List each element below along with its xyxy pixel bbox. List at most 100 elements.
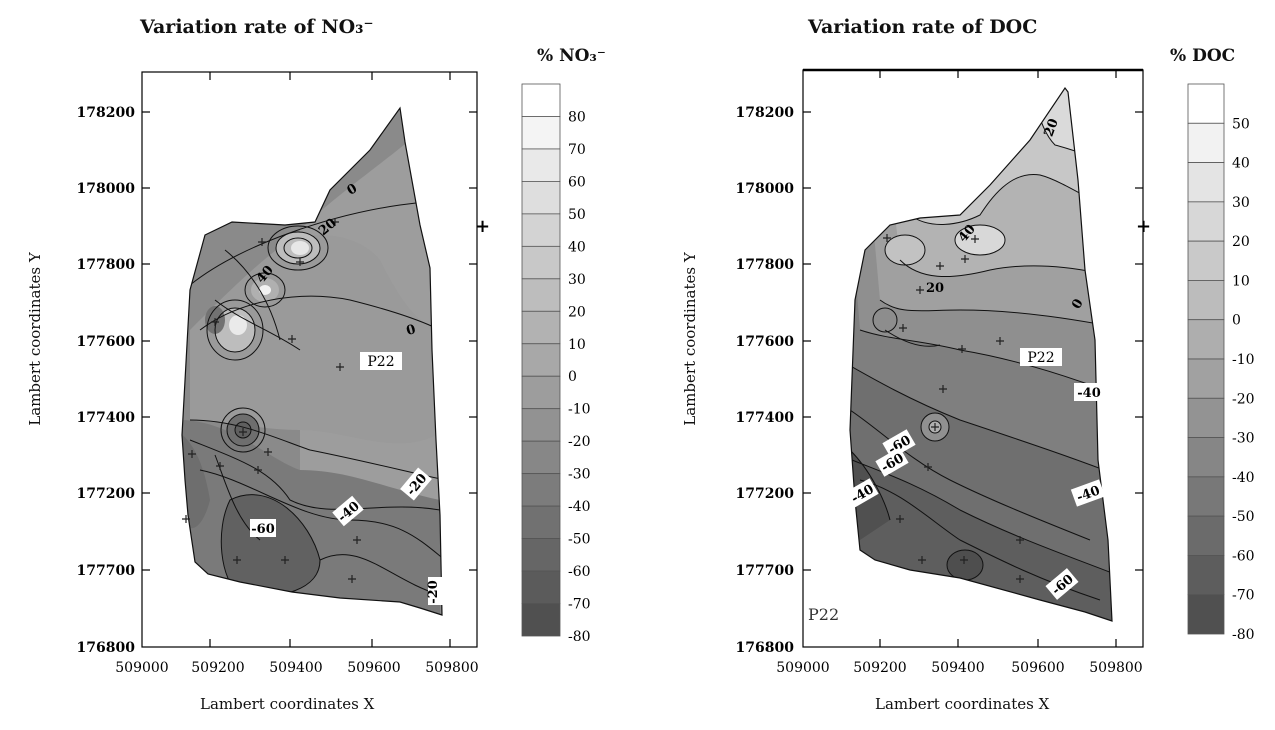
colorbar-swatch xyxy=(521,310,561,345)
x-tick-label: 509000 xyxy=(115,660,168,676)
colorbar-tick-label: -20 xyxy=(1232,391,1255,407)
colorbar-tick-label: 10 xyxy=(568,337,586,353)
colorbar-tick-label: -50 xyxy=(568,532,591,548)
colorbar-swatch xyxy=(521,538,561,572)
colorbar-swatch xyxy=(1187,555,1225,596)
colorbar-tick-label: -60 xyxy=(1232,548,1255,564)
colorbar-tick-label: 10 xyxy=(1232,273,1250,289)
colorbar-swatch xyxy=(521,278,561,312)
colorbar-tick-label: 70 xyxy=(568,142,586,158)
colorbar-tick-label: 20 xyxy=(568,304,586,320)
x-tick-label: 509800 xyxy=(425,660,478,676)
sample-markers xyxy=(883,234,1024,583)
colorbar-swatch xyxy=(1187,358,1225,399)
colorbar-swatch xyxy=(1187,162,1225,203)
study-area-outline xyxy=(849,86,1113,622)
y-tick-label: 177400 xyxy=(77,410,136,426)
colorbar-swatch xyxy=(1187,319,1225,360)
y-tick-label: 178200 xyxy=(736,105,795,121)
no3-chart-panel: Variation rate of NO₃⁻ % NO₃⁻ Lambert co… xyxy=(0,0,637,730)
chart-title: Variation rate of NO₃⁻ xyxy=(140,16,374,38)
y-tick-label: 178200 xyxy=(77,105,136,121)
colorbar-swatch xyxy=(1187,83,1225,124)
colorbar-tick-label: 50 xyxy=(1232,116,1250,132)
colorbar-swatch xyxy=(521,181,561,215)
contour-fill xyxy=(182,108,442,615)
x-tick-label: 509600 xyxy=(1011,660,1064,676)
colorbar-tick-label: -30 xyxy=(568,467,591,483)
study-area-outline xyxy=(181,106,443,616)
contour-label: -60 xyxy=(251,522,275,537)
colorbar-tick-label: -10 xyxy=(568,402,591,418)
y-tick-label: 177800 xyxy=(736,257,795,273)
colorbar-swatch xyxy=(1187,280,1225,321)
colorbar-tick-label: 30 xyxy=(1232,195,1250,211)
contour-label: -20 xyxy=(426,580,441,604)
y-tick-label: 177600 xyxy=(77,334,136,350)
y-tick-label: 177200 xyxy=(77,486,136,502)
contour-label: -40 xyxy=(1077,386,1101,401)
y-tick-label: 177800 xyxy=(77,257,136,273)
colorbar: 50 40 30 20 10 0 -10 -20 -30 -40 -50 -60 -70 -80 xyxy=(1187,83,1255,643)
colorbar: 80 70 60 50 40 30 20 10 0 -10 -20 -30 -40 -50 -60 -70 -8… xyxy=(521,83,591,645)
colorbar-swatch xyxy=(521,213,561,247)
colorbar-tick-label: -70 xyxy=(1232,588,1255,604)
y-tick-label: 177700 xyxy=(736,563,795,579)
contour-lines xyxy=(850,88,1112,601)
colorbar-swatch xyxy=(521,83,561,117)
x-tick-label: 509200 xyxy=(191,660,244,676)
colorbar-tick-label: -80 xyxy=(568,629,591,645)
y-tick-label: 177700 xyxy=(77,563,136,579)
y-tick-label: 177600 xyxy=(736,334,795,350)
colorbar-tick-label: 0 xyxy=(568,369,577,385)
colorbar-tick-label: 30 xyxy=(568,272,586,288)
colorbar-swatch xyxy=(521,440,561,475)
y-tick-label: 177200 xyxy=(736,486,795,502)
plot-frame xyxy=(141,71,478,648)
colorbar-swatch xyxy=(1187,437,1225,478)
y-tick-label: 178000 xyxy=(77,181,136,197)
colorbar-tick-label: 20 xyxy=(1232,234,1250,250)
y-tick-label: 178000 xyxy=(736,181,795,197)
corner-label: P22 xyxy=(808,605,839,624)
x-tick-label: 509400 xyxy=(931,660,984,676)
colorbar-tick-label: -30 xyxy=(1232,431,1255,447)
contour-label: 0 xyxy=(405,322,418,339)
x-tick-label: 509000 xyxy=(776,660,829,676)
colorbar-title: % DOC xyxy=(1170,46,1236,66)
doc-chart-panel: Variation rate of DOC % DOC Lambert coor… xyxy=(660,0,1275,730)
x-tick-label: 509400 xyxy=(269,660,322,676)
colorbar-tick-label: -60 xyxy=(568,564,591,580)
colorbar-tick-label: -70 xyxy=(568,597,591,613)
colorbar-swatch xyxy=(521,603,561,637)
colorbar-tick-label: -40 xyxy=(568,499,591,515)
colorbar-swatch xyxy=(521,408,561,442)
no3-contour-plot: + 178200 178000 177800 177600 177400 177… xyxy=(77,71,591,676)
colorbar-swatch xyxy=(521,148,561,182)
contour-label: P22 xyxy=(1027,350,1054,366)
marker-plus: + xyxy=(475,216,490,237)
colorbar-swatch xyxy=(1187,594,1225,635)
colorbar-swatch xyxy=(1187,476,1225,517)
colorbar-swatch xyxy=(521,505,561,539)
x-axis-label: Lambert coordinates X xyxy=(875,695,1050,713)
colorbar-tick-label: -20 xyxy=(568,434,591,450)
colorbar-swatch xyxy=(1187,515,1225,556)
x-tick-label: 509200 xyxy=(853,660,906,676)
colorbar-swatch xyxy=(1187,397,1225,438)
colorbar-tick-label: -10 xyxy=(1232,352,1255,368)
colorbar-tick-label: -50 xyxy=(1232,509,1255,525)
colorbar-swatch xyxy=(1187,122,1225,163)
contour-fill xyxy=(850,88,1112,621)
y-tick-label: 176800 xyxy=(736,640,795,656)
colorbar-swatch xyxy=(521,116,561,150)
contour-label: 20 xyxy=(1042,117,1062,139)
chart-title: Variation rate of DOC xyxy=(808,16,1038,38)
colorbar-tick-label: 80 xyxy=(568,109,586,125)
doc-contour-plot: + 178200 178000 177800 177600 177400 177… xyxy=(736,68,1255,676)
axis-ticks xyxy=(803,70,1143,647)
colorbar-tick-label: 40 xyxy=(1232,156,1250,172)
colorbar-title: % NO₃⁻ xyxy=(537,46,606,66)
colorbar-tick-label: 40 xyxy=(568,239,586,255)
colorbar-swatch xyxy=(1187,201,1225,242)
